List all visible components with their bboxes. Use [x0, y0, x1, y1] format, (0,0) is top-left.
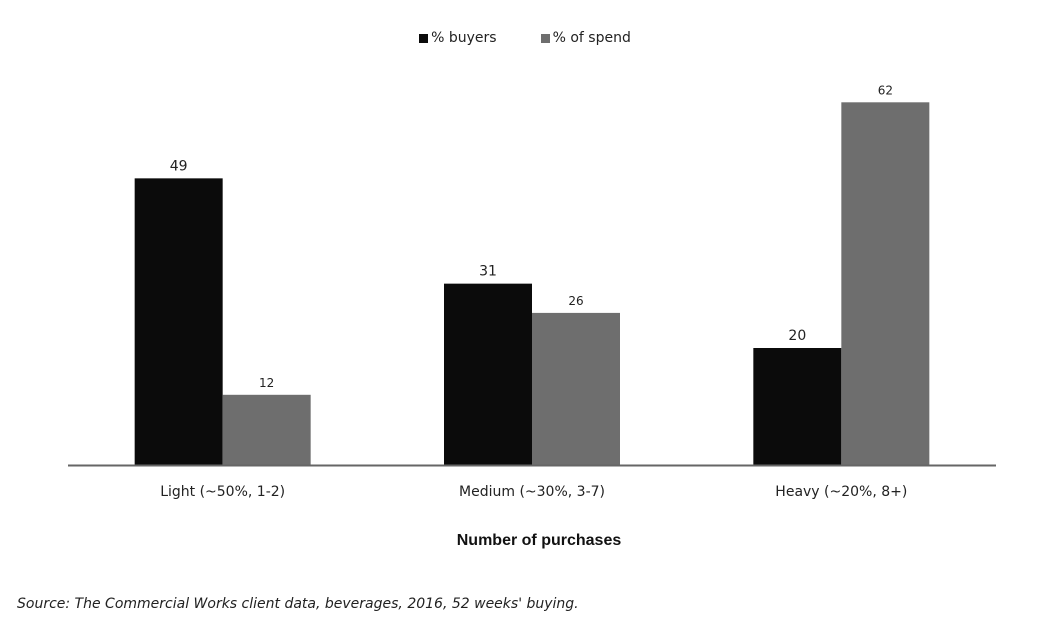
data-label-spend-1: 26 [568, 294, 583, 308]
x-tick-label-1: Medium (~30%, 3-7) [459, 484, 605, 500]
legend-item-series-2: % of spend [540, 30, 631, 46]
legend-swatch-series-2 [540, 33, 550, 43]
data-label-spend-2: 62 [878, 83, 893, 97]
x-axis-title: Number of purchases [456, 532, 622, 549]
bar-spend-2 [841, 102, 930, 466]
data-label-spend-0: 12 [259, 376, 274, 390]
bar-buyers-2 [753, 348, 842, 465]
source-note: Source: The Commercial Works client data… [17, 596, 579, 612]
data-label-buyers-0: 49 [170, 158, 188, 174]
bar-buyers-1 [444, 283, 532, 465]
bar-spend-0 [222, 394, 311, 465]
x-tick-label-0: Light (~50%, 1-2) [160, 484, 285, 500]
legend-label-series-1: % buyers [431, 30, 497, 46]
x-tick-label-2: Heavy (~20%, 8+) [775, 484, 907, 500]
data-label-buyers-1: 31 [479, 264, 497, 280]
chart-legend: % buyers % of spend [0, 30, 1050, 46]
legend-swatch-series-1 [419, 33, 429, 43]
bar-buyers-0 [134, 178, 223, 465]
bar-spend-1 [532, 312, 620, 465]
legend-item-series-1: % buyers [419, 30, 497, 46]
data-label-buyers-2: 20 [788, 328, 806, 344]
legend-label-series-2: % of spend [552, 30, 631, 46]
